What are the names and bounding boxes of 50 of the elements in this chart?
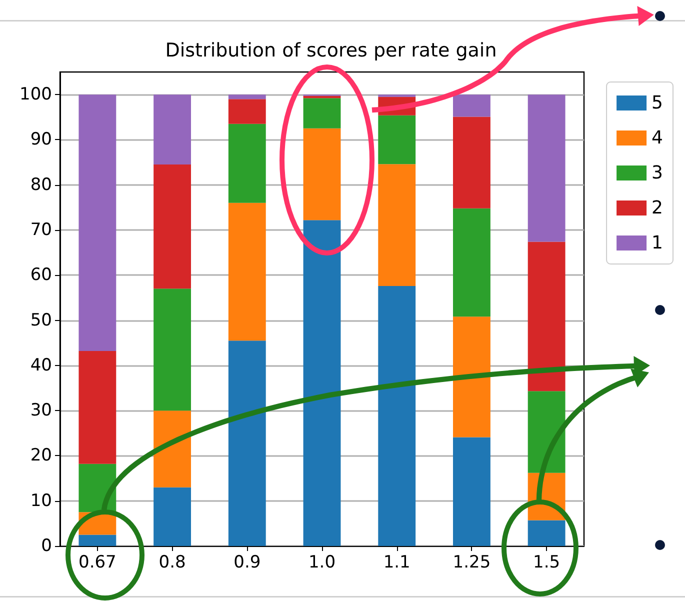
bar — [453, 208, 490, 317]
bar — [303, 128, 341, 220]
y-tick-label: 10 — [30, 490, 52, 511]
bar — [228, 124, 266, 203]
bar — [154, 487, 191, 546]
y-tick-label: 90 — [30, 130, 52, 150]
x-tick-label: 0.67 — [78, 552, 116, 572]
bar — [378, 164, 416, 286]
x-tick-label: 0.9 — [234, 552, 261, 572]
chart-title: Distribution of scores per rate gain — [165, 40, 497, 62]
bar — [378, 286, 416, 546]
bar — [228, 340, 266, 546]
bar — [228, 94, 266, 100]
y-tick-label: 30 — [30, 400, 52, 421]
legend-label: 3 — [652, 162, 663, 184]
bar — [528, 391, 566, 473]
x-tick-label: 1.0 — [308, 552, 336, 572]
x-tick-label: 1.1 — [383, 552, 410, 572]
bar — [453, 94, 490, 117]
y-tick-label: 0 — [41, 536, 52, 556]
bar — [78, 94, 116, 351]
x-tick-label: 1.25 — [452, 552, 491, 572]
bar — [453, 116, 490, 208]
y-tick-label: 70 — [30, 220, 52, 240]
bar — [78, 534, 116, 546]
legend-label: 2 — [652, 198, 663, 218]
bar — [528, 94, 566, 242]
legend-label: 5 — [652, 92, 663, 114]
y-tick-label: 60 — [30, 265, 52, 286]
bar — [154, 410, 191, 488]
bar — [154, 94, 191, 165]
y-tick-label: 100 — [20, 84, 52, 105]
y-tick-label: 40 — [30, 355, 52, 376]
x-tick-label: 0.8 — [158, 552, 186, 572]
y-tick-label: 20 — [30, 446, 52, 466]
bar — [453, 316, 490, 438]
bar — [154, 288, 191, 411]
bar — [378, 115, 416, 164]
bar — [228, 99, 266, 124]
bar — [453, 437, 490, 546]
bar — [78, 350, 116, 464]
bar — [154, 164, 191, 289]
y-tick-label: 50 — [30, 310, 52, 330]
y-tick-label: 80 — [30, 174, 52, 195]
bar — [528, 520, 566, 546]
x-tick-label: 1.5 — [533, 552, 560, 572]
legend-label: 4 — [652, 128, 663, 148]
bar — [303, 98, 341, 128]
bar — [228, 202, 266, 341]
legend-label: 1 — [652, 232, 663, 254]
